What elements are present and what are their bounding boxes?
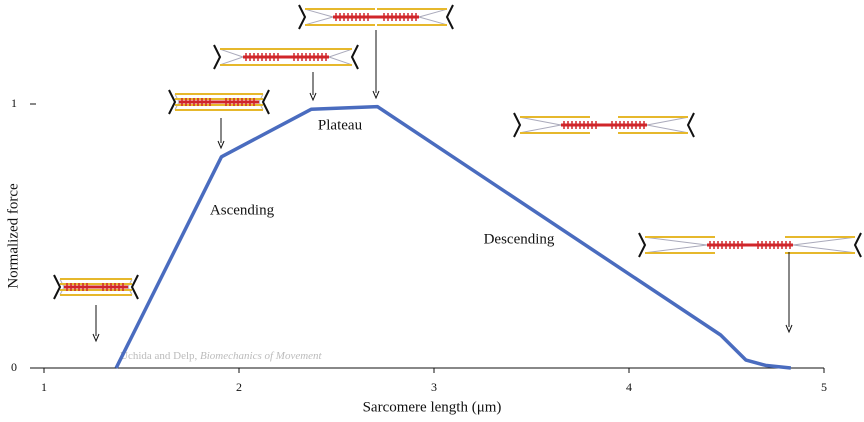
z-disc xyxy=(445,4,454,30)
titin xyxy=(328,56,353,66)
z-disc xyxy=(350,44,359,70)
sarcomere-icon xyxy=(213,44,359,70)
titin xyxy=(418,16,448,26)
x-axis-label: Sarcomere length (μm) xyxy=(363,399,502,415)
credit-authors: Uchida and Delp, xyxy=(120,350,198,362)
titin xyxy=(219,48,244,58)
z-disc xyxy=(638,232,647,258)
arrow-head xyxy=(92,333,100,343)
x-tick-label: 1 xyxy=(41,380,47,394)
titin xyxy=(418,8,448,18)
titin xyxy=(304,16,334,26)
sarcomere-icon xyxy=(53,274,139,300)
sarcomere-icon xyxy=(298,4,454,30)
sarcomere-icon xyxy=(638,232,862,258)
titin xyxy=(646,116,689,126)
arrow-head xyxy=(785,324,793,334)
z-disc xyxy=(168,89,177,115)
annotation: Ascending xyxy=(210,202,275,218)
titin xyxy=(328,48,353,58)
z-disc xyxy=(686,112,695,138)
x-tick-label: 2 xyxy=(236,380,242,394)
y-axis-label: Normalized force xyxy=(5,183,21,289)
force-curve xyxy=(114,104,792,370)
titin xyxy=(519,116,562,126)
x-tick-label: 5 xyxy=(821,380,827,394)
y-tick-label: 0 xyxy=(11,360,17,374)
sarcomere-icon xyxy=(168,89,270,115)
annotation: Plateau xyxy=(318,117,363,133)
titin xyxy=(792,244,856,254)
x-tick-label: 3 xyxy=(431,380,437,394)
sarcomere-icon xyxy=(513,112,695,138)
titin xyxy=(792,236,856,246)
titin xyxy=(519,124,562,134)
x-tick-label: 4 xyxy=(626,380,632,394)
titin xyxy=(644,236,708,246)
y-tick-label: 1 xyxy=(11,96,17,110)
z-disc xyxy=(53,274,62,300)
titin xyxy=(304,8,334,18)
z-disc xyxy=(298,4,307,30)
z-disc xyxy=(853,232,862,258)
titin xyxy=(219,56,244,66)
z-disc xyxy=(213,44,222,70)
z-disc xyxy=(130,274,139,300)
credit-book: Biomechanics of Movement xyxy=(200,350,323,362)
z-disc xyxy=(513,112,522,138)
annotation: Descending xyxy=(484,231,555,247)
arrow-head xyxy=(217,140,225,150)
titin xyxy=(646,124,689,134)
arrow-head xyxy=(372,90,380,100)
arrow-head xyxy=(309,92,317,102)
credit: Uchida and Delp, Biomechanics of Movemen… xyxy=(120,350,323,362)
z-disc xyxy=(261,89,270,115)
titin xyxy=(644,244,708,254)
